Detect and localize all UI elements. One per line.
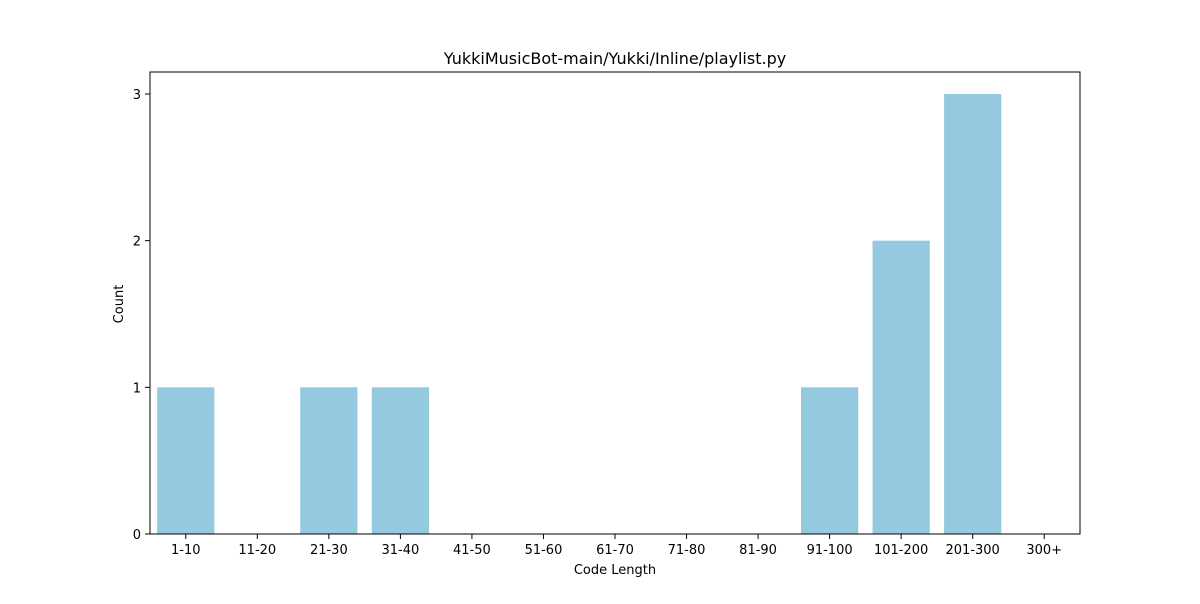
axes-frame: [149, 71, 1081, 535]
bar-31-40: [371, 387, 429, 534]
bar-1-10: [157, 387, 215, 534]
y-tick-label: 1: [133, 381, 141, 396]
x-axis-ticks: 1-10 11-20 21-30 31-40 41-50 51-60 61-70 71-80 8…: [171, 534, 1062, 558]
x-tick-label: 201-300: [946, 543, 1000, 558]
bar-91-100: [801, 387, 859, 534]
x-tick-label: 61-70: [596, 543, 634, 558]
x-axis-label: Code Length: [574, 563, 656, 578]
y-axis-ticks: 0 1 2 3: [133, 88, 150, 543]
x-tick-label: 21-30: [310, 543, 348, 558]
x-tick-label: 41-50: [453, 543, 491, 558]
x-tick-label: 51-60: [525, 543, 563, 558]
y-tick-label: 3: [133, 88, 141, 103]
x-tick-label: 81-90: [739, 543, 777, 558]
x-tick-label: 31-40: [381, 543, 419, 558]
y-tick-label: 2: [133, 235, 141, 250]
x-tick-label: 300+: [1026, 543, 1062, 558]
x-tick-label: 101-200: [874, 543, 928, 558]
x-tick-label: 1-10: [171, 543, 201, 558]
bars-group: [157, 94, 1002, 534]
x-tick-label: 11-20: [238, 543, 276, 558]
y-axis-label: Count: [112, 285, 127, 324]
bar-201-300: [944, 94, 1002, 534]
y-tick-label: 0: [133, 528, 141, 543]
x-tick-label: 91-100: [807, 543, 853, 558]
bar-101-200: [872, 240, 930, 534]
x-tick-label: 71-80: [668, 543, 706, 558]
bar-21-30: [300, 387, 358, 534]
chart-title: YukkiMusicBot-main/Yukki/Inline/playlist…: [443, 49, 786, 68]
